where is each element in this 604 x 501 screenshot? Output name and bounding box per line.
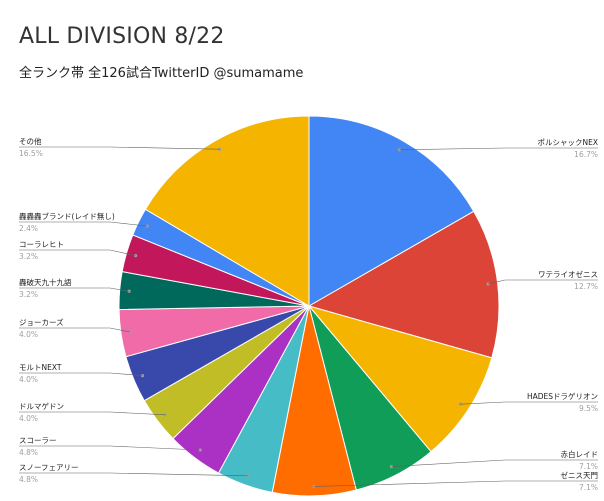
leader-line bbox=[314, 480, 598, 487]
leader-line bbox=[19, 146, 220, 150]
chart-subtitle: 全ランク帯 全126試合TwitterID @sumamame bbox=[19, 66, 304, 81]
pie-slice bbox=[308, 115, 475, 307]
slice-label: ワテライオゼニス bbox=[538, 269, 598, 279]
slice-percent: 16.7% bbox=[574, 150, 598, 159]
slice-percent: 2.4% bbox=[19, 224, 38, 233]
slice-label: 赤白レイド bbox=[561, 449, 599, 459]
slice-percent: 12.7% bbox=[574, 282, 598, 291]
slice-label: 轟轟轟ブランド(レイド無し) bbox=[19, 211, 115, 221]
leader-line bbox=[399, 147, 598, 151]
label-leaders bbox=[19, 146, 598, 489]
leader-line bbox=[19, 411, 166, 416]
pie-slice bbox=[144, 115, 310, 307]
pie-slice bbox=[307, 210, 500, 359]
slice-label: ドルマゲドン bbox=[19, 402, 64, 411]
pie-slice bbox=[307, 305, 493, 453]
slice-label: スノーフェアリー bbox=[19, 463, 79, 472]
slice-label: HADESドラゲリオン bbox=[527, 392, 598, 401]
pie-slices bbox=[118, 115, 500, 497]
slice-percent: 3.2% bbox=[19, 290, 38, 299]
slice-label: コーラレヒト bbox=[19, 240, 64, 249]
slice-percent: 7.1% bbox=[579, 462, 598, 471]
leader-line bbox=[19, 287, 130, 292]
leader-line bbox=[19, 472, 248, 477]
slice-label: ゼニス天門 bbox=[561, 470, 599, 480]
slice-percent: 4.8% bbox=[19, 448, 38, 457]
chart-title: ALL DIVISION 8/22 bbox=[19, 24, 225, 49]
slice-percent: 4.0% bbox=[19, 375, 38, 384]
slice-labels: ポルシャックNEX 16.7% ワテライオゼニス 12.7% HADESドラゲリオン 9.… bbox=[19, 136, 598, 492]
slice-percent: 4.0% bbox=[19, 414, 38, 423]
slice-percent: 16.5% bbox=[19, 149, 43, 158]
leader-line bbox=[391, 459, 598, 467]
leader-line bbox=[488, 279, 598, 285]
slice-percent: 4.0% bbox=[19, 330, 38, 339]
leader-line bbox=[19, 221, 148, 227]
slice-label: ジョーカーズ bbox=[19, 317, 64, 327]
leader-line bbox=[19, 445, 201, 451]
slice-label: モルトNEXT bbox=[19, 363, 62, 372]
leader-line bbox=[19, 249, 136, 256]
leader-line bbox=[460, 401, 598, 405]
slice-percent: 3.2% bbox=[19, 252, 38, 261]
leader-line bbox=[19, 372, 143, 376]
leader-line bbox=[19, 327, 131, 333]
slice-label: スコーラー bbox=[19, 436, 57, 445]
slice-label: 轟破天九十九語 bbox=[19, 277, 72, 287]
slice-percent: 7.1% bbox=[579, 483, 598, 492]
slice-label: ポルシャックNEX bbox=[538, 138, 599, 147]
slice-label: その他 bbox=[19, 136, 42, 146]
slice-percent: 4.8% bbox=[19, 475, 38, 484]
slice-percent: 9.5% bbox=[579, 404, 598, 413]
